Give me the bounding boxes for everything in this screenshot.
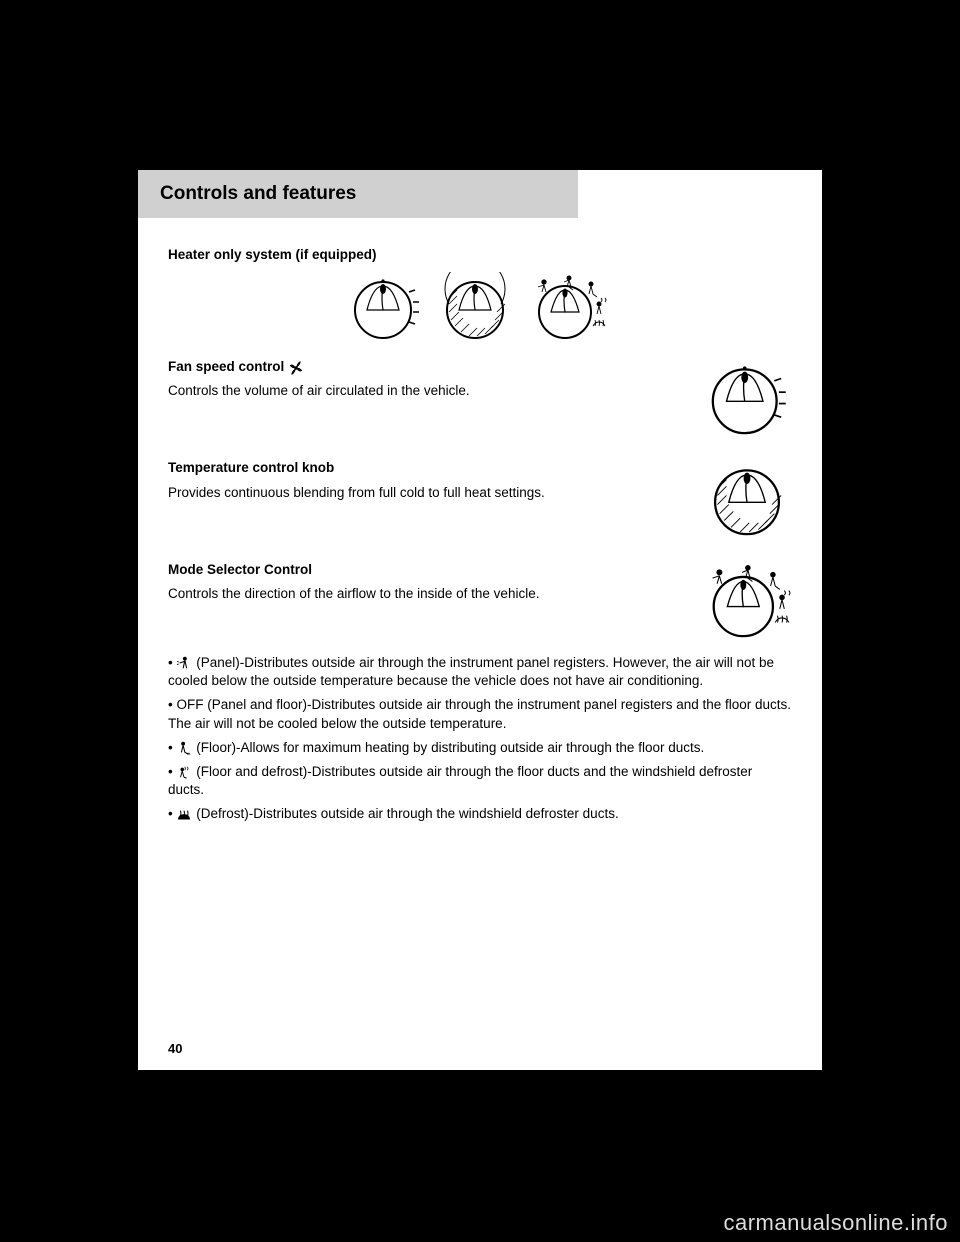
panel-icon [176, 656, 192, 670]
hero-dials [168, 272, 792, 344]
temp-section: Temperature control knob Provides contin… [168, 459, 792, 546]
mode-item-text: (Panel)-Distributes outside air through … [168, 655, 774, 688]
temp-dial-hero [439, 272, 511, 344]
page-title: Controls and features [160, 183, 356, 205]
mode-dial-hero [529, 272, 611, 344]
mode-item-text: (Panel and floor)-Distributes outside ai… [168, 697, 791, 730]
mode-item-text: (Floor)-Allows for maximum heating by di… [196, 740, 704, 755]
fan-section: Fan speed control Controls the volume of… [168, 358, 792, 445]
temp-text: Provides continuous blending from full c… [168, 484, 688, 502]
fan-icon [288, 361, 304, 375]
fan-dial-hero [349, 272, 421, 344]
mode-text: Controls the direction of the airflow to… [168, 585, 688, 603]
list-item: • (Floor)-Allows for maximum heating by … [168, 739, 792, 757]
header-bar: Controls and features [138, 170, 578, 218]
fan-label: Fan speed control [168, 359, 284, 374]
mode-dial-small [702, 561, 796, 643]
watermark: carmanualsonline.info [723, 1210, 948, 1236]
manual-page: Controls and features Heater only system… [138, 170, 822, 1070]
mode-item-text: (Floor and defrost)-Distributes outside … [168, 764, 752, 797]
mode-item-text: (Defrost)-Distributes outside air throug… [196, 806, 618, 821]
temp-dial-small [702, 459, 792, 541]
floor-icon [176, 741, 192, 755]
mode-section: Mode Selector Control Controls the direc… [168, 561, 792, 648]
fan-text: Controls the volume of air circulated in… [168, 382, 688, 400]
temp-label: Temperature control knob [168, 460, 334, 475]
floor-defrost-icon [176, 765, 192, 779]
defrost-icon [176, 808, 192, 822]
page-number: 40 [168, 1041, 182, 1056]
list-item: • (Floor and defrost)-Distributes outsid… [168, 763, 792, 799]
fan-dial-small [702, 358, 792, 440]
list-item: • (Defrost)-Distributes outside air thro… [168, 805, 792, 823]
section-heading: Heater only system (if equipped) [168, 246, 792, 264]
mode-label: Mode Selector Control [168, 562, 312, 577]
list-item: • OFF (Panel and floor)-Distributes outs… [168, 696, 792, 732]
mode-list: • (Panel)-Distributes outside air throug… [168, 654, 792, 824]
page-content: Heater only system (if equipped) [138, 218, 822, 824]
list-item: • (Panel)-Distributes outside air throug… [168, 654, 792, 690]
